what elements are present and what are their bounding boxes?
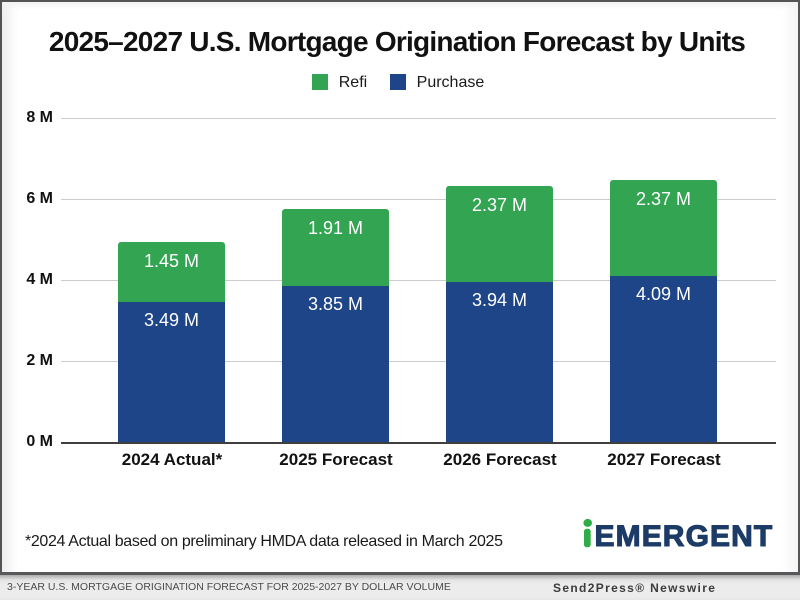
svg-text:EMERGENT: EMERGENT — [595, 520, 774, 552]
